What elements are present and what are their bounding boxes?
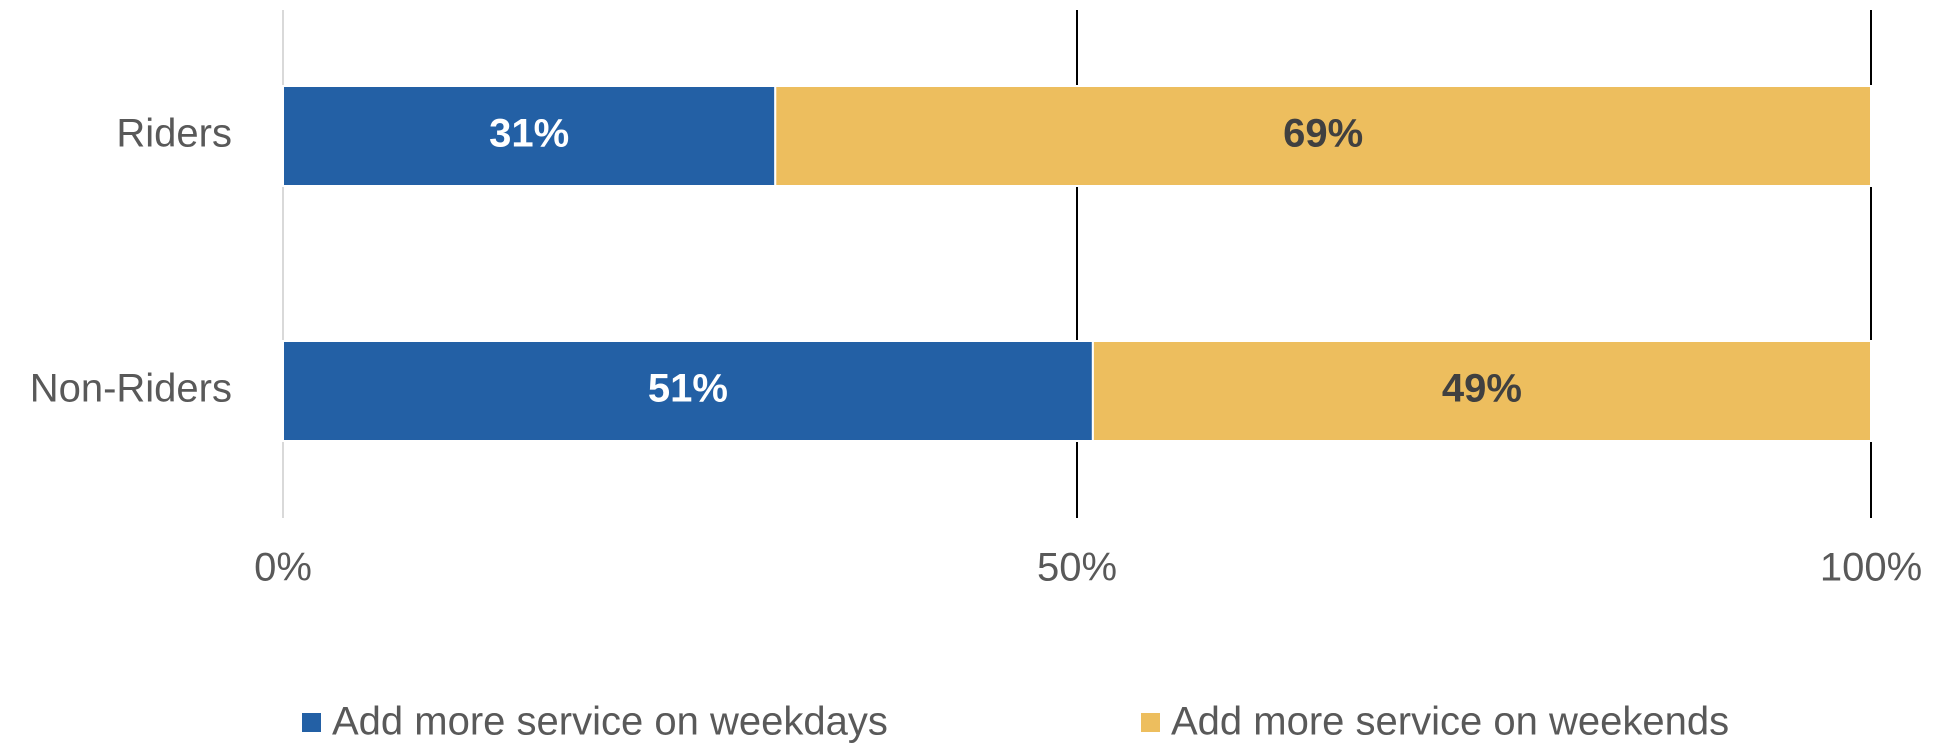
data-label-riders-series-1: 69% [1283, 112, 1363, 156]
x-tick-label-0: 0% [254, 546, 312, 590]
value-axis: 0% 50% 100% [254, 546, 1922, 590]
category-label-riders: Riders [116, 112, 232, 156]
category-label-non-riders: Non-Riders [30, 367, 232, 411]
legend-label-weekends: Add more service on weekends [1171, 700, 1729, 744]
category-axis: Riders Non-Riders [30, 112, 232, 411]
legend: Add more service on weekdays Add more se… [302, 700, 1729, 744]
bar-riders-series-1 [774, 85, 1872, 187]
bars [282, 85, 1872, 442]
legend-swatch-weekdays [302, 713, 321, 732]
data-label-non-riders-series-1: 49% [1442, 367, 1522, 411]
legend-swatch-weekends [1141, 713, 1160, 732]
legend-label-weekdays: Add more service on weekdays [332, 700, 888, 744]
x-tick-label-100: 100% [1820, 546, 1922, 590]
bar-non-riders-series-1 [1091, 340, 1872, 442]
data-labels: 31% 69% 51% 49% [489, 112, 1522, 411]
bar-non-riders-series-0 [282, 340, 1094, 442]
data-label-riders-series-0: 31% [489, 112, 569, 156]
data-label-non-riders-series-0: 51% [648, 367, 728, 411]
x-tick-label-50: 50% [1037, 546, 1117, 590]
bar-riders-series-0 [282, 85, 777, 187]
